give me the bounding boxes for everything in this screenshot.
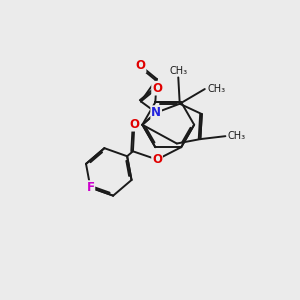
Text: N: N: [151, 106, 161, 119]
Text: CH₃: CH₃: [228, 131, 246, 141]
Text: CH₃: CH₃: [207, 84, 225, 94]
Text: CH₃: CH₃: [169, 66, 187, 76]
Text: O: O: [152, 82, 162, 95]
Text: O: O: [129, 118, 140, 131]
Text: F: F: [86, 181, 94, 194]
Text: O: O: [136, 59, 146, 72]
Text: O: O: [152, 153, 162, 166]
